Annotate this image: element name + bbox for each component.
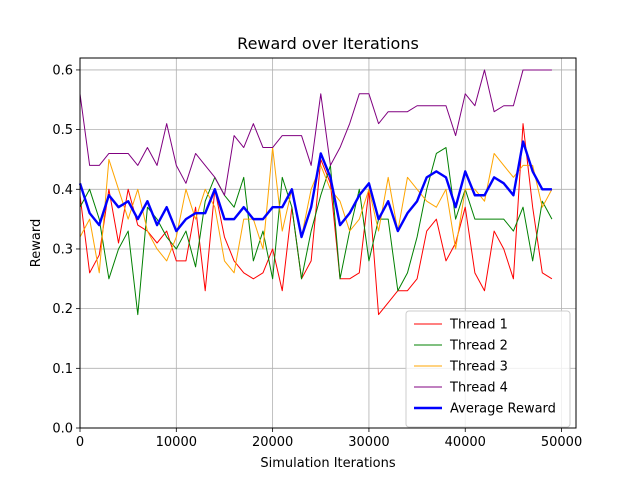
legend-label-average-reward: Average Reward: [450, 402, 556, 417]
series-line-average-reward: [78, 140, 552, 239]
y-tick-label: 0.2: [52, 302, 73, 317]
series-line-thread-4: [79, 69, 552, 196]
x-tick-label: 50000: [541, 435, 582, 450]
legend-label-thread-2: Thread 2: [449, 339, 508, 354]
y-tick-label: 0.4: [52, 183, 73, 198]
y-tick-label: 0.5: [52, 123, 73, 138]
x-tick-label: 10000: [156, 435, 197, 450]
y-tick-label: 0.1: [52, 362, 73, 377]
x-tick-label: 0: [76, 435, 84, 450]
x-tick-label: 30000: [348, 435, 389, 450]
plot-frame: [79, 57, 577, 429]
x-tick-label: 40000: [445, 435, 486, 450]
legend-label-thread-4: Thread 4: [449, 381, 508, 396]
y-tick-label: 0.3: [52, 242, 73, 257]
grid: [79, 58, 576, 429]
x-axis-label: Simulation Iterations: [260, 456, 396, 471]
x-axis: 0 10000 20000 30000 40000 50000: [76, 428, 582, 450]
legend-label-thread-1: Thread 1: [449, 318, 508, 333]
legend-label-thread-3: Thread 3: [449, 360, 508, 375]
y-tick-label: 0.6: [52, 63, 73, 78]
series-lines: [78, 69, 553, 316]
chart-title: Reward over Iterations: [237, 34, 419, 53]
legend: Thread 1 Thread 2 Thread 3 Thread 4 Average …: [405, 310, 571, 428]
y-axis: 0.0 0.1 0.2 0.3 0.4 0.5 0.6: [52, 63, 80, 437]
series-line-thread-1: [79, 123, 553, 316]
y-tick-label: 0.0: [52, 422, 73, 437]
y-axis-label: Reward: [29, 219, 44, 267]
legend-box: [405, 310, 571, 428]
series-line-thread-2: [79, 147, 553, 316]
x-tick-label: 20000: [252, 435, 293, 450]
